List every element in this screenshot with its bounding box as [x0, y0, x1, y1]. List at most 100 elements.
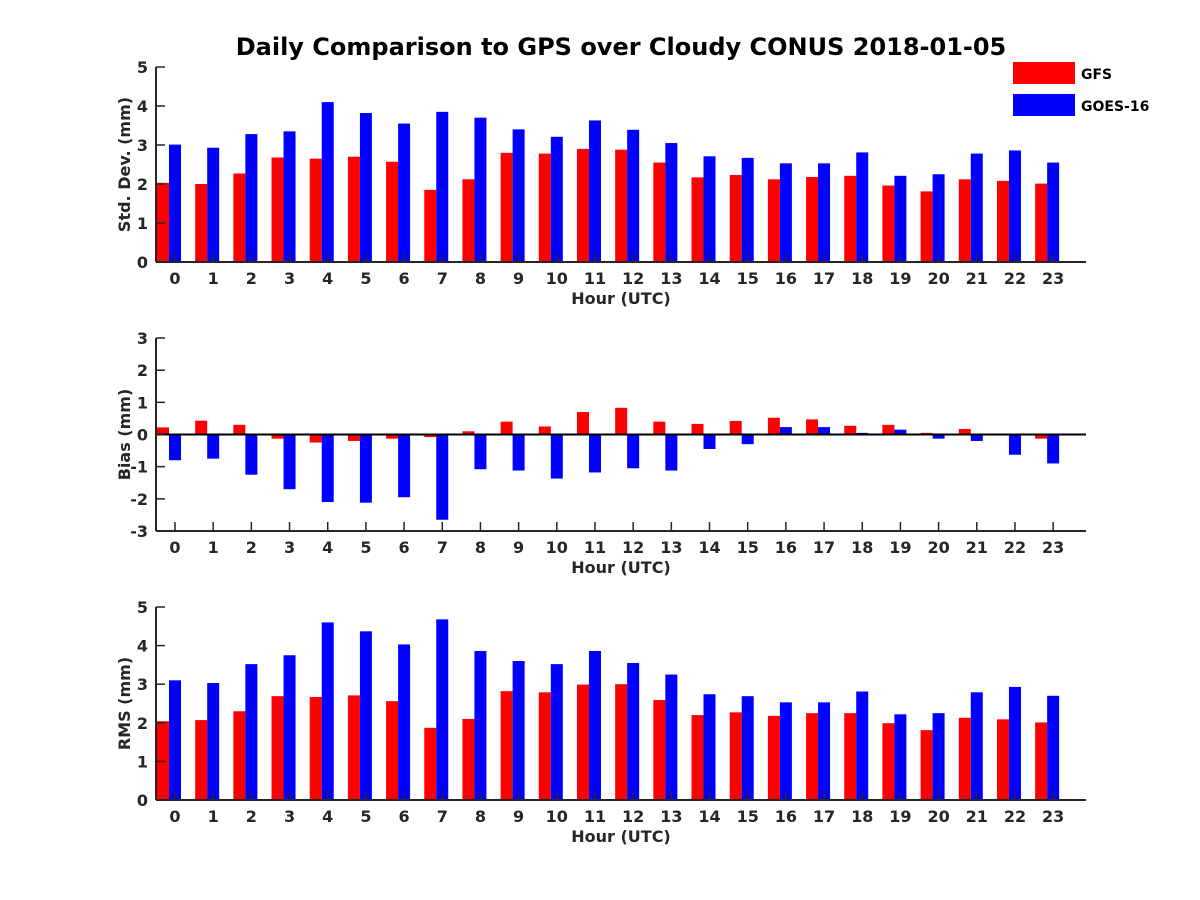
- y-tick-label: 5: [137, 598, 148, 617]
- bar-goes-16-hour-7: [436, 434, 449, 520]
- x-tick-label: 10: [546, 538, 568, 557]
- bar-gfs-hour-14: [691, 715, 704, 800]
- bar-gfs-hour-4: [309, 696, 322, 800]
- bar-gfs-hour-22: [996, 719, 1009, 800]
- bar-gfs-hour-17: [806, 176, 819, 262]
- x-tick-label: 19: [889, 807, 911, 826]
- y-axis-label: Bias (mm): [115, 389, 134, 481]
- x-tick-label: 9: [513, 269, 524, 288]
- x-tick-label: 1: [208, 538, 219, 557]
- x-tick-label: 14: [698, 807, 720, 826]
- legend-label-goes16: GOES-16: [1081, 99, 1149, 115]
- bar-gfs-hour-9: [500, 152, 513, 262]
- bar-goes-16-hour-7: [436, 619, 449, 800]
- x-tick-label: 0: [169, 269, 180, 288]
- x-tick-label: 22: [1004, 807, 1026, 826]
- x-tick-label: 8: [475, 538, 486, 557]
- bar-gfs-hour-1: [195, 184, 208, 262]
- bar-goes-16-hour-20: [932, 174, 945, 262]
- bar-gfs-hour-23: [1035, 434, 1048, 439]
- x-tick-label: 11: [584, 538, 606, 557]
- x-tick-label: 11: [584, 807, 606, 826]
- bar-gfs-hour-21: [958, 717, 971, 800]
- bar-goes-16-hour-3: [283, 131, 296, 262]
- bar-goes-16-hour-3: [283, 434, 296, 490]
- bar-goes-16-hour-4: [321, 102, 334, 262]
- y-tick-label: 3: [137, 675, 148, 694]
- x-tick-label: 23: [1042, 807, 1064, 826]
- x-tick-label: 3: [284, 538, 295, 557]
- x-tick-label: 15: [737, 269, 759, 288]
- x-axis-label: Hour (UTC): [571, 289, 671, 308]
- bar-gfs-hour-1: [195, 420, 208, 435]
- bar-goes-16-hour-10: [550, 664, 563, 800]
- x-tick-label: 9: [513, 807, 524, 826]
- bar-gfs-hour-2: [233, 711, 246, 800]
- x-tick-label: 22: [1004, 538, 1026, 557]
- bar-gfs-hour-6: [386, 434, 399, 439]
- bar-gfs-hour-14: [691, 177, 704, 262]
- x-tick-label: 5: [360, 807, 371, 826]
- bar-goes-16-hour-15: [741, 434, 754, 445]
- x-tick-label: 18: [851, 269, 873, 288]
- legend-label-gfs: GFS: [1081, 67, 1112, 83]
- x-tick-label: 3: [284, 807, 295, 826]
- bar-gfs-hour-5: [347, 434, 360, 441]
- bar-goes-16-hour-17: [818, 163, 831, 262]
- x-tick-label: 1: [208, 269, 219, 288]
- bar-gfs-hour-8: [462, 718, 475, 800]
- bar-goes-16-hour-15: [741, 696, 754, 800]
- bar-gfs-hour-0: [157, 721, 169, 800]
- x-tick-label: 5: [360, 269, 371, 288]
- bar-goes-16-hour-5: [359, 434, 372, 503]
- y-tick-label: -1: [130, 458, 148, 477]
- bar-gfs-hour-18: [844, 713, 857, 800]
- bar-gfs-hour-11: [576, 684, 589, 800]
- bar-goes-16-hour-17: [818, 427, 831, 435]
- bar-gfs-hour-0: [157, 427, 169, 435]
- bar-goes-16-hour-18: [856, 152, 869, 262]
- bar-gfs-hour-5: [347, 156, 360, 262]
- x-tick-label: 4: [322, 538, 333, 557]
- x-tick-label: 17: [813, 807, 835, 826]
- x-tick-label: 23: [1042, 269, 1064, 288]
- bar-goes-16-hour-6: [398, 434, 411, 498]
- bar-goes-16-hour-21: [970, 434, 983, 441]
- legend: GFS GOES-16: [1013, 62, 1149, 116]
- x-tick-label: 21: [966, 807, 988, 826]
- y-tick-label: 4: [137, 637, 148, 656]
- bar-gfs-hour-10: [538, 426, 551, 435]
- x-tick-label: 16: [775, 269, 797, 288]
- bar-goes-16-hour-19: [894, 714, 907, 800]
- x-tick-label: 9: [513, 538, 524, 557]
- bar-goes-16-hour-11: [588, 434, 601, 473]
- x-tick-label: 13: [660, 538, 682, 557]
- x-tick-label: 18: [851, 538, 873, 557]
- y-tick-label: 1: [137, 214, 148, 233]
- x-tick-label: 16: [775, 538, 797, 557]
- bar-goes-16-hour-7: [436, 111, 449, 262]
- bar-goes-16-hour-6: [398, 644, 411, 800]
- x-tick-label: 20: [927, 269, 949, 288]
- x-tick-label: 13: [660, 807, 682, 826]
- x-tick-label: 4: [322, 269, 333, 288]
- bar-goes-16-hour-20: [932, 434, 945, 439]
- bar-gfs-hour-23: [1035, 722, 1048, 800]
- bar-goes-16-hour-21: [970, 692, 983, 800]
- bar-goes-16-hour-19: [894, 175, 907, 262]
- bar-gfs-hour-8: [462, 179, 475, 262]
- legend-swatch-gfs: [1013, 62, 1075, 84]
- y-tick-label: 3: [137, 136, 148, 155]
- bar-goes-16-hour-0: [169, 144, 181, 262]
- x-tick-label: 6: [399, 807, 410, 826]
- bar-goes-16-hour-1: [207, 434, 220, 459]
- y-tick-label: -2: [130, 490, 148, 509]
- y-tick-label: 2: [137, 361, 148, 380]
- bar-goes-16-hour-10: [550, 136, 563, 262]
- bar-gfs-hour-7: [424, 189, 437, 262]
- bar-gfs-hour-18: [844, 425, 857, 435]
- x-tick-label: 22: [1004, 269, 1026, 288]
- bar-gfs-hour-12: [615, 684, 628, 800]
- bar-gfs-hour-17: [806, 419, 819, 435]
